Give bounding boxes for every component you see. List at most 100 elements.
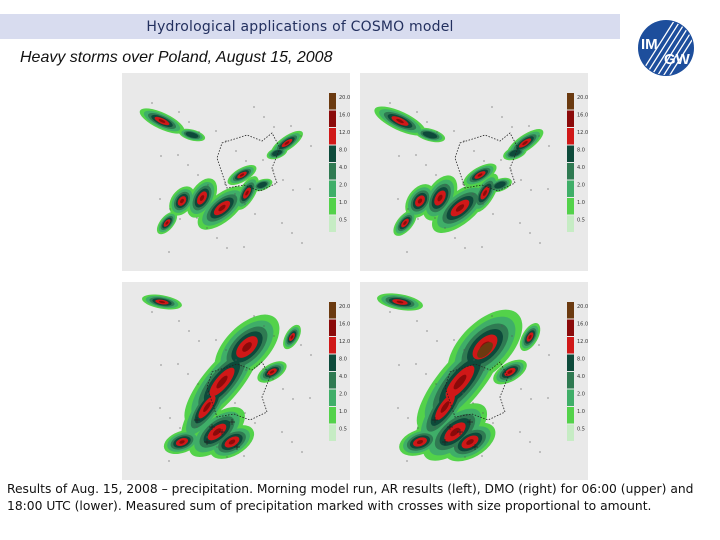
- station-dot: [389, 102, 391, 104]
- station-dot: [389, 311, 391, 313]
- legend-swatch: [329, 337, 336, 354]
- station-dot: [444, 227, 446, 229]
- station-dot: [216, 446, 218, 448]
- station-dot: [253, 315, 255, 317]
- station-dot: [417, 427, 419, 429]
- rain-cell: [242, 342, 252, 352]
- station-dot: [243, 455, 245, 457]
- map-panel-morning-ar: 20.0 16.0 12.0 8.0 4.0 2.0 1.0 0.5: [122, 73, 350, 271]
- legend-swatch: [567, 215, 574, 232]
- station-dot: [169, 208, 171, 210]
- station-dot: [483, 369, 485, 371]
- station-dot: [462, 392, 464, 394]
- station-dot: [398, 364, 400, 366]
- station-dot: [500, 368, 502, 370]
- rain-cell: [403, 221, 407, 225]
- station-dot: [178, 320, 180, 322]
- rain-cell: [239, 173, 245, 177]
- legend-swatch: [329, 215, 336, 232]
- country-border: [444, 361, 509, 421]
- map-evening-ar: 20.0 16.0 12.0 8.0 4.0 2.0 1.0 0.5: [142, 294, 350, 462]
- rain-cell: [284, 141, 290, 145]
- station-dot: [463, 140, 465, 142]
- station-dot: [301, 451, 303, 453]
- rain-cell: [199, 195, 205, 201]
- station-dot: [501, 116, 503, 118]
- station-dot: [511, 335, 513, 337]
- measurement-cross: [442, 439, 448, 445]
- legend-swatch: [329, 372, 336, 389]
- station-dot: [226, 456, 228, 458]
- station-dot: [224, 183, 226, 185]
- measurement-cross: [194, 417, 200, 423]
- legend-swatch: [567, 145, 574, 162]
- station-dot: [281, 222, 283, 224]
- station-dot: [159, 198, 161, 200]
- legend-swatch: [329, 93, 336, 110]
- station-dot: [291, 441, 293, 443]
- rain-cell: [422, 131, 438, 139]
- station-dot: [177, 154, 179, 156]
- rain-cell: [482, 190, 488, 196]
- legend-label: 12.0: [339, 130, 350, 136]
- legend-label: 2.0: [339, 183, 347, 189]
- station-dot: [529, 441, 531, 443]
- legend-label: 8.0: [577, 148, 585, 154]
- station-dot: [415, 154, 417, 156]
- station-dot: [168, 460, 170, 462]
- logo-text-bottom: GW: [664, 51, 691, 68]
- station-dot: [169, 417, 171, 419]
- map-panel-evening-dmo: 20.0 16.0 12.0 8.0 4.0 2.0 1.0 0.5: [360, 282, 588, 480]
- station-dot: [473, 359, 475, 361]
- legend-label: 12.0: [577, 130, 588, 136]
- station-dot: [206, 436, 208, 438]
- legend-label: 8.0: [339, 148, 347, 154]
- station-dot: [492, 213, 494, 215]
- station-dot: [510, 378, 512, 380]
- measurement-cross: [472, 444, 478, 450]
- legend-label: 2.0: [577, 183, 585, 189]
- legend-label: 4.0: [339, 165, 347, 171]
- legend-swatch: [567, 424, 574, 441]
- legend-label: 0.5: [339, 218, 347, 224]
- station-dot: [188, 330, 190, 332]
- country-border: [454, 132, 519, 192]
- station-dot: [501, 325, 503, 327]
- station-dot: [483, 160, 485, 162]
- legend-label: 2.0: [577, 392, 585, 398]
- rain-cell: [528, 334, 532, 340]
- legend-swatch: [567, 198, 574, 215]
- station-dot: [215, 339, 217, 341]
- station-dot: [187, 373, 189, 375]
- map-morning-ar: 20.0 16.0 12.0 8.0 4.0 2.0 1.0 0.5: [139, 93, 350, 253]
- rain-cell: [158, 119, 166, 123]
- station-dot: [436, 131, 438, 133]
- station-dot: [309, 188, 311, 190]
- station-dot: [272, 378, 274, 380]
- station-dot: [491, 106, 493, 108]
- rain-cell: [269, 370, 275, 374]
- station-dot: [282, 388, 284, 390]
- station-dot: [235, 359, 237, 361]
- station-dot: [215, 130, 217, 132]
- legend-swatch: [567, 128, 574, 145]
- station-dot: [196, 426, 198, 428]
- rain-cell: [507, 370, 513, 374]
- station-dot: [538, 135, 540, 137]
- rain-cell: [417, 198, 423, 204]
- country-border: [206, 361, 271, 421]
- station-dot: [160, 364, 162, 366]
- legend-swatch: [567, 302, 574, 319]
- station-dot: [263, 116, 265, 118]
- rain-cell: [494, 181, 506, 189]
- measurement-cross: [432, 417, 438, 423]
- station-dot: [519, 222, 521, 224]
- legend-swatch: [567, 163, 574, 180]
- station-dot: [538, 344, 540, 346]
- rain-cell: [180, 198, 184, 204]
- measurement-cross: [234, 444, 240, 450]
- station-dot: [416, 111, 418, 113]
- legend-swatch: [329, 389, 336, 406]
- station-dot: [520, 388, 522, 390]
- station-dot: [406, 251, 408, 253]
